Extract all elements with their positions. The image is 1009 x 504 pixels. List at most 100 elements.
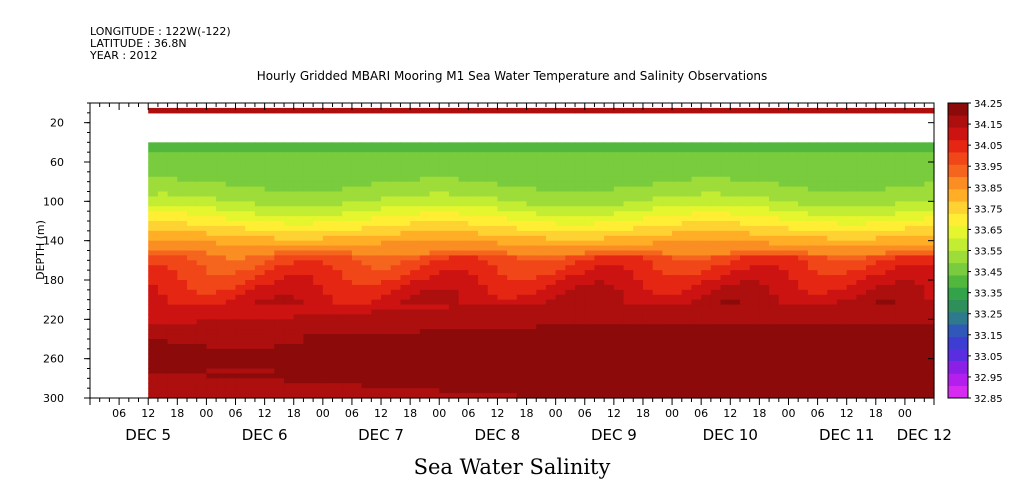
y-tick-label: 300 <box>43 392 64 405</box>
heatmap-cell <box>885 309 896 316</box>
heatmap-cell <box>662 245 673 252</box>
heatmap-cell <box>798 284 809 291</box>
heatmap-cell <box>303 162 314 168</box>
heatmap-cell <box>448 255 460 261</box>
heatmap-cell <box>293 201 305 207</box>
heatmap-cell <box>351 142 363 148</box>
heatmap-cell <box>196 265 208 271</box>
heatmap-cell <box>720 368 731 375</box>
heatmap-cell <box>817 211 828 217</box>
heatmap-cell <box>526 216 537 222</box>
heatmap-cell <box>807 284 819 291</box>
heatmap-cell <box>303 348 314 355</box>
heatmap-cell <box>924 358 935 365</box>
heatmap-cell <box>381 260 392 266</box>
heatmap-cell <box>361 225 372 232</box>
heatmap-cell <box>604 329 615 335</box>
heatmap-cell <box>439 343 450 350</box>
heatmap-cell <box>642 378 654 384</box>
heatmap-cell <box>672 353 683 360</box>
heatmap-cell <box>526 393 537 399</box>
heatmap-cell <box>342 152 353 158</box>
heatmap-cell <box>769 166 780 173</box>
heatmap-cell <box>274 255 285 261</box>
heatmap-cell <box>846 230 857 237</box>
heatmap-cell <box>148 284 159 291</box>
heatmap-cell <box>895 270 906 276</box>
heatmap-cell <box>623 309 634 316</box>
heatmap-cell <box>390 230 402 237</box>
heatmap-cell <box>846 221 857 227</box>
heatmap-cell <box>274 383 285 389</box>
heatmap-cell <box>594 388 605 394</box>
heatmap-cell <box>545 334 557 340</box>
heatmap-cell <box>875 157 887 163</box>
heatmap-cell <box>875 186 887 193</box>
heatmap-cell <box>642 230 654 237</box>
colorbar-swatch <box>948 262 968 276</box>
heatmap-cell <box>613 221 625 227</box>
heatmap-cell <box>584 221 596 227</box>
heatmap-cell <box>798 329 809 335</box>
heatmap-cell <box>419 363 431 370</box>
heatmap-cell <box>264 388 275 394</box>
heatmap-cell <box>584 299 596 306</box>
heatmap-cell <box>778 373 790 379</box>
heatmap-cell <box>274 275 285 281</box>
heatmap-cell <box>526 211 537 217</box>
heatmap-cell <box>769 393 780 399</box>
heatmap-cell <box>196 260 208 266</box>
heatmap-cell <box>187 196 198 202</box>
heatmap-cell <box>313 270 324 276</box>
heatmap-cell <box>604 166 615 173</box>
heatmap-cell <box>400 240 411 247</box>
heatmap-cell <box>439 280 450 286</box>
heatmap-cell <box>177 152 188 158</box>
heatmap-cell <box>458 157 469 163</box>
heatmap-cell <box>613 314 625 320</box>
heatmap-cell <box>710 240 722 247</box>
heatmap-cell <box>817 142 828 148</box>
heatmap-cell <box>642 339 654 345</box>
heatmap-cell <box>167 314 178 320</box>
heatmap-cell <box>254 378 266 384</box>
heatmap-cell <box>875 211 887 217</box>
heatmap-cell <box>739 221 751 227</box>
heatmap-cell <box>284 270 295 276</box>
heatmap-cell <box>555 309 566 316</box>
heatmap-cell <box>351 260 363 266</box>
heatmap-cell <box>594 196 605 202</box>
heatmap-cell <box>351 304 363 311</box>
heatmap-cell <box>216 339 227 345</box>
heatmap-cell <box>856 393 867 399</box>
heatmap-cell <box>429 314 440 320</box>
heatmap-cell <box>148 142 159 148</box>
heatmap-cell <box>157 314 169 320</box>
heatmap-cell <box>769 152 780 158</box>
heatmap-cell <box>468 255 479 261</box>
heatmap-cell <box>701 245 712 252</box>
heatmap-cell <box>769 294 780 301</box>
heatmap-cell <box>196 334 208 340</box>
heatmap-cell <box>254 196 266 202</box>
heatmap-cell <box>575 107 586 114</box>
heatmap-cell <box>924 388 935 394</box>
heatmap-cell <box>264 107 275 114</box>
heatmap-cell <box>798 255 809 261</box>
heatmap-cell <box>507 358 518 365</box>
heatmap-cell <box>167 235 178 242</box>
heatmap-cell <box>274 265 285 271</box>
heatmap-cell <box>730 265 741 271</box>
heatmap-cell <box>555 270 566 276</box>
heatmap-cell <box>235 211 246 217</box>
heatmap-cell <box>206 343 217 350</box>
heatmap-cell <box>196 289 208 296</box>
heatmap-cell <box>332 260 343 266</box>
heatmap-cell <box>487 270 499 276</box>
heatmap-cell <box>351 240 363 247</box>
heatmap-cell <box>245 176 256 183</box>
heatmap-cell <box>381 368 392 375</box>
heatmap-cell <box>361 348 372 355</box>
heatmap-cell <box>526 314 537 320</box>
heatmap-cell <box>381 196 392 202</box>
